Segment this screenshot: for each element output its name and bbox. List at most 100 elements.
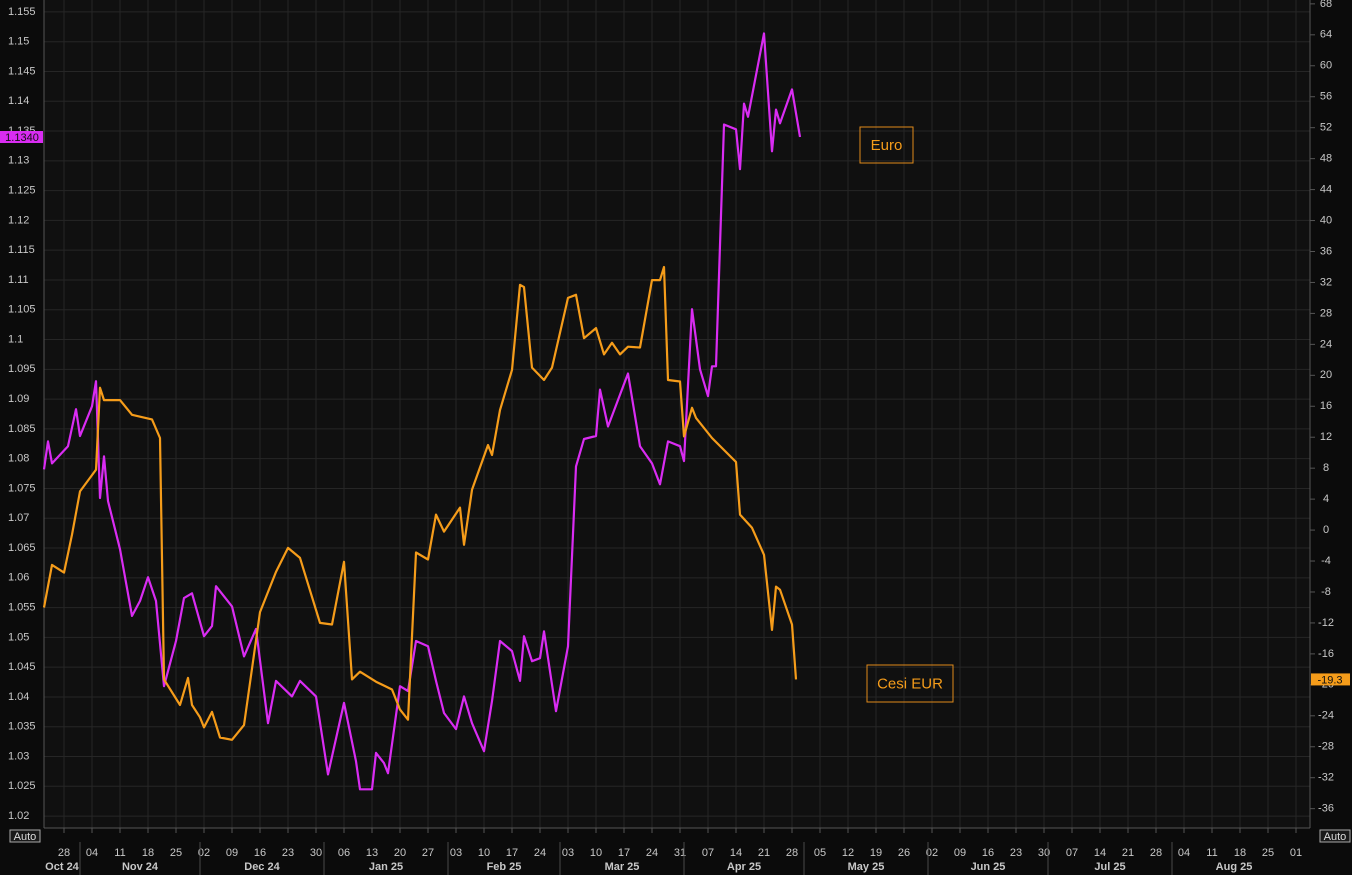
y2-tick-label: 20	[1320, 369, 1332, 381]
y2-tick-label: -36	[1318, 803, 1334, 815]
x-tick-label: 03	[450, 847, 462, 859]
x-tick-label: 23	[1010, 847, 1022, 859]
x-tick-label: 09	[954, 847, 966, 859]
x-tick-label: 01	[1290, 847, 1302, 859]
x-period-label: Apr 25	[727, 861, 761, 873]
scale-mode-box	[1319, 829, 1351, 843]
x-tick-label: 10	[478, 847, 490, 859]
y-tick-label: 1.04	[8, 691, 29, 703]
x-tick-label: 04	[86, 847, 98, 859]
y-tick-label: 1.1	[8, 333, 23, 345]
x-tick-label: 28	[1150, 847, 1162, 859]
x-period-label: Jun 25	[971, 861, 1006, 873]
y2-tick-label: 44	[1320, 183, 1332, 195]
y-tick-label: 1.12	[8, 214, 29, 226]
y2-tick-label: 56	[1320, 91, 1332, 103]
y2-tick-label: 64	[1320, 29, 1332, 41]
x-period-label: Feb 25	[487, 861, 522, 873]
y2-tick-label: 60	[1320, 60, 1332, 72]
y-tick-label: 1.025	[8, 780, 36, 792]
x-tick-label: 17	[618, 847, 630, 859]
y2-tick-label: 36	[1320, 245, 1332, 257]
x-tick-label: 28	[58, 847, 70, 859]
y2-tick-label: 0	[1323, 524, 1329, 536]
x-tick-label: 18	[1234, 847, 1246, 859]
y-tick-label: 1.095	[8, 363, 36, 375]
y-tick-label: 1.055	[8, 602, 36, 614]
y-tick-label: 1.065	[8, 542, 36, 554]
x-tick-label: 06	[338, 847, 350, 859]
y-tick-label: 1.05	[8, 631, 29, 643]
x-tick-label: 31	[674, 847, 686, 859]
x-tick-label: 11	[114, 847, 125, 859]
y2-tick-label: 40	[1320, 214, 1332, 226]
legend-box	[866, 664, 954, 703]
y2-tick-label: -16	[1318, 648, 1334, 660]
x-tick-label: 28	[786, 847, 798, 859]
x-tick-label: 05	[814, 847, 826, 859]
y-tick-label: 1.125	[8, 185, 36, 197]
x-tick-label: 16	[982, 847, 994, 859]
legend-box	[859, 126, 914, 164]
x-period-label: Nov 24	[122, 861, 159, 873]
y2-tick-label: 68	[1320, 0, 1332, 10]
x-tick-label: 27	[422, 847, 434, 859]
y-tick-label: 1.09	[8, 393, 29, 405]
x-tick-label: 26	[898, 847, 910, 859]
y2-tick-label: 16	[1320, 400, 1332, 412]
y-tick-label: 1.085	[8, 423, 36, 435]
y-tick-label: 1.145	[8, 65, 36, 77]
x-tick-label: 16	[254, 847, 266, 859]
x-tick-label: 25	[170, 847, 182, 859]
x-tick-label: 17	[506, 847, 518, 859]
end-value-label: -19.3	[1317, 674, 1342, 686]
y2-tick-label: -8	[1321, 586, 1331, 598]
y-tick-label: 1.105	[8, 304, 36, 316]
x-period-label: Dec 24	[244, 861, 280, 873]
x-tick-label: 14	[730, 847, 742, 859]
x-period-label: Aug 25	[1216, 861, 1253, 873]
legend-label: Cesi EUR	[877, 675, 943, 692]
y-tick-label: 1.02	[8, 810, 29, 822]
y-tick-label: 1.155	[8, 6, 36, 18]
x-tick-label: 07	[1066, 847, 1078, 859]
scale-mode-label: Auto	[14, 831, 37, 843]
x-tick-label: 30	[310, 847, 322, 859]
y-tick-label: 1.08	[8, 453, 29, 465]
y2-tick-label: 8	[1323, 462, 1329, 474]
y2-tick-label: 48	[1320, 153, 1332, 165]
scale-mode-box	[9, 829, 41, 843]
x-tick-label: 10	[590, 847, 602, 859]
y2-tick-label: -24	[1318, 710, 1334, 722]
x-tick-label: 13	[366, 847, 378, 859]
x-period-label: Oct 24	[45, 861, 80, 873]
x-period-label: Mar 25	[605, 861, 640, 873]
x-tick-label: 03	[562, 847, 574, 859]
y-tick-label: 1.14	[8, 95, 29, 107]
plot-area	[44, 0, 1310, 828]
y-tick-label: 1.115	[8, 244, 35, 256]
legend-label: Euro	[871, 137, 903, 154]
y2-tick-label: 4	[1323, 493, 1329, 505]
y-tick-label: 1.075	[8, 482, 36, 494]
x-tick-label: 24	[646, 847, 658, 859]
series-line	[42, 32, 802, 791]
x-tick-label: 20	[394, 847, 406, 859]
scale-mode-label: Auto	[1324, 831, 1347, 843]
x-tick-label: 09	[226, 847, 238, 859]
y-tick-label: 1.13	[8, 155, 29, 167]
x-tick-label: 04	[1178, 847, 1190, 859]
end-value-box	[0, 131, 43, 144]
x-tick-label: 12	[842, 847, 854, 859]
x-tick-label: 21	[758, 847, 770, 859]
x-tick-label: 07	[702, 847, 714, 859]
y-tick-label: 1.06	[8, 572, 29, 584]
x-tick-label: 11	[1206, 847, 1217, 859]
y2-tick-label: 24	[1320, 338, 1332, 350]
y-tick-label: 1.11	[8, 274, 29, 286]
x-period-label: Jul 25	[1094, 861, 1125, 873]
y-tick-label: 1.035	[8, 721, 36, 733]
x-tick-label: 19	[870, 847, 882, 859]
